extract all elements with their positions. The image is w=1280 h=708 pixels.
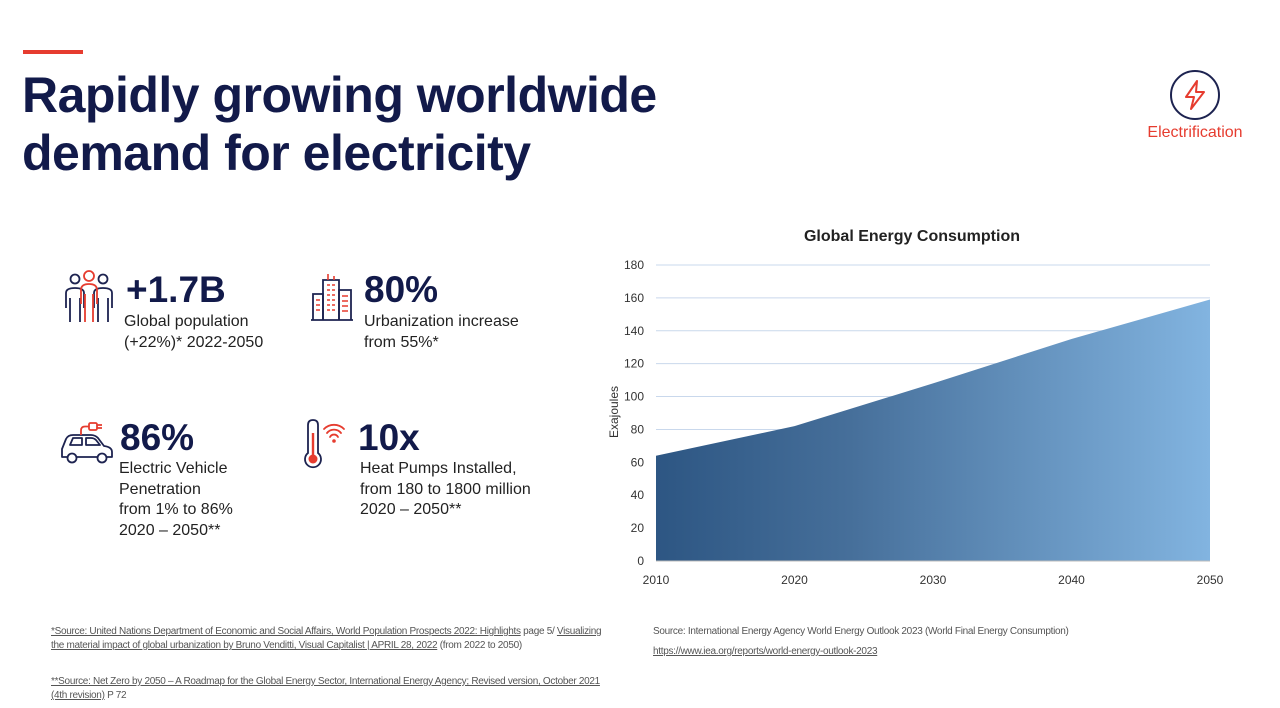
y-tick-label: 100: [624, 390, 644, 404]
x-tick-label: 2010: [643, 573, 670, 587]
footnote-source-2: **Source: Net Zero by 2050 – A Roadmap f…: [51, 676, 600, 701]
y-tick-label: 180: [624, 258, 644, 272]
chart-source: Source: International Energy Agency Worl…: [653, 626, 1069, 657]
x-tick-label: 2040: [1058, 573, 1085, 587]
footnote-link-revision[interactable]: (4th revision): [51, 690, 105, 701]
stat-value: 10x: [358, 417, 420, 458]
lightning-bolt-icon: [1185, 80, 1205, 110]
city-buildings-icon: [311, 274, 353, 321]
stat-description: Electric Vehicle Penetration from 1% to …: [119, 460, 233, 539]
chart-source-link[interactable]: https://www.iea.org/reports/world-energy…: [653, 646, 878, 657]
badge-label: Electrification: [1147, 124, 1243, 141]
y-tick-label: 160: [624, 291, 644, 305]
x-tick-label: 2030: [920, 573, 947, 587]
electric-car-icon: [61, 422, 113, 464]
badge-circle: [1170, 70, 1220, 120]
y-tick-label: 40: [631, 488, 645, 502]
y-tick-label: 0: [637, 554, 644, 568]
thermometer-wifi-icon: [304, 419, 345, 469]
y-tick-label: 20: [631, 521, 645, 535]
y-tick-label: 60: [631, 455, 645, 469]
stat-value: +1.7B: [126, 269, 226, 310]
footnote-source-1: *Source: United Nations Department of Ec…: [51, 626, 602, 651]
stat-value: 86%: [120, 417, 195, 458]
people-group-icon: [65, 270, 113, 322]
electrification-badge: Electrification: [1140, 70, 1250, 142]
area-series: [656, 299, 1210, 561]
footnote-link-un[interactable]: *Source: United Nations Department of Ec…: [51, 626, 521, 637]
footnote-link-visualizing[interactable]: Visualizing: [556, 626, 602, 637]
y-tick-label: 120: [624, 357, 644, 371]
y-tick-label: 80: [631, 422, 645, 436]
accent-bar: [23, 50, 83, 54]
stat-description: Global population (+22%)* 2022-2050: [124, 313, 264, 351]
title-line-2: demand for electricity: [22, 125, 531, 181]
y-tick-label: 140: [624, 324, 644, 338]
chart-title: Global Energy Consumption: [803, 228, 1020, 245]
title-line-1: Rapidly growing worldwide: [22, 67, 657, 123]
stat-value: 80%: [364, 269, 439, 310]
x-tick-label: 2020: [781, 573, 808, 587]
stat-description: Heat Pumps Installed, from 180 to 1800 m…: [360, 460, 531, 518]
x-tick-label: 2050: [1197, 573, 1224, 587]
footnote-link-iea-net-zero[interactable]: **Source: Net Zero by 2050 – A Roadmap f…: [51, 676, 600, 687]
page-title: Rapidly growing worldwide demand for ele…: [22, 66, 657, 182]
y-axis-label: Exajoules: [607, 386, 621, 438]
footnote-link-visual-capitalist[interactable]: the material impact of global urbanizati…: [51, 640, 438, 651]
stat-description: Urbanization increase from 55%*: [364, 313, 519, 351]
